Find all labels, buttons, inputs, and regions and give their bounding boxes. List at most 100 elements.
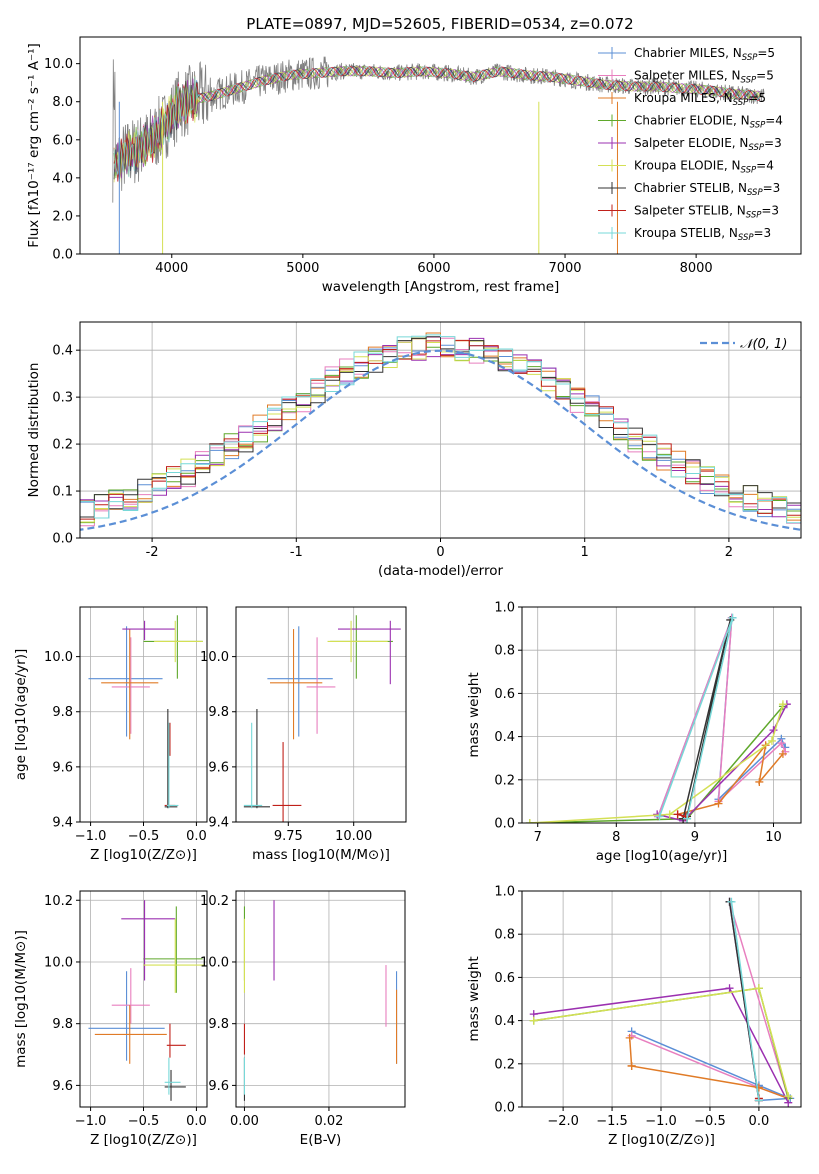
weight-point-marker (673, 810, 682, 819)
y-tick-label: 0.2 (494, 773, 515, 788)
plot-area (243, 900, 398, 1101)
plot-area (243, 615, 401, 822)
axes-frame (79, 606, 208, 823)
axes-frame (521, 606, 802, 824)
y-tick-label: 0.8 (494, 928, 515, 943)
y-tick-label: 2.0 (52, 209, 73, 224)
spectrum-legend: Chabrier MILES, NSSP=5 Salpeter MILES, NS… (598, 46, 783, 243)
y-axis-label: mass weight (466, 672, 482, 757)
x-tick-label: 0.0 (749, 1114, 770, 1129)
grid (80, 607, 207, 823)
weight-point-marker (767, 736, 776, 745)
weight-point-marker (714, 799, 723, 808)
y-tick-label: 9.6 (208, 760, 229, 775)
x-tick-label: -2 (146, 545, 159, 560)
weight-point-marker (755, 777, 764, 786)
mass-vs-ebv-panel: 0.00 0.02 9.6 9.8 10.0 10.2 E(B-V) (200, 890, 406, 1148)
y-tick-label: 0.8 (494, 644, 515, 659)
x-tick-label: 0 (436, 545, 444, 560)
y-axis-label: mass [log10(M/M⊙)] (13, 930, 29, 1068)
x-tick-label: −0.5 (128, 829, 160, 844)
y-tick-label: 0.0 (494, 1101, 515, 1116)
weight-point-marker (784, 1092, 793, 1101)
y-axis-label: mass weight (466, 956, 482, 1041)
y-tick-label: 9.8 (208, 1017, 229, 1032)
y-tick-label: 8.0 (52, 95, 73, 110)
weight-point-marker (725, 984, 734, 993)
x-tick-label: 9.75 (274, 829, 303, 844)
legend-label-6: Kroupa ELODIE, NSSP=4 (634, 159, 774, 176)
model-spectrum-7 (113, 66, 761, 180)
x-tick-label: 7000 (548, 261, 581, 276)
y-tick-label: 10.2 (200, 894, 229, 909)
y-tick-label: 10.0 (200, 955, 229, 970)
x-tick-label: −0.5 (128, 1114, 160, 1129)
weight-line-4 (529, 705, 784, 823)
legend-label-1: Chabrier MILES, NSSP=5 (634, 46, 775, 63)
y-tick-label: 0.2 (494, 1057, 515, 1072)
y-tick-label: 9.4 (208, 816, 229, 831)
x-tick-label: −2.0 (547, 1114, 579, 1129)
legend-label-5: Salpeter ELODIE, NSSP=3 (634, 136, 782, 153)
spectrum-panel: 4000 5000 6000 7000 8000 0.0 2.0 4.0 6.0 8.0 10.0 w… (26, 36, 802, 295)
weight-point-marker (525, 819, 534, 823)
x-tick-label: 0.0 (186, 829, 207, 844)
y-tick-label: 6.0 (52, 133, 73, 148)
y-tick-label: 0.4 (494, 1014, 515, 1029)
model-spectrum-9 (113, 66, 761, 178)
normal-reference-curve (80, 349, 801, 531)
weight-point-marker (683, 814, 692, 823)
mass-weight-vs-age-panel: 7 8 9 10 0.0 0.2 0.4 0.6 0.8 1.0 age [log10(age/yr… (466, 601, 802, 864)
y-tick-label: 4.0 (52, 171, 73, 186)
legend-label-8: Salpeter STELIB, NSSP=3 (634, 204, 779, 221)
y-tick-label: 0.0 (494, 817, 515, 832)
x-tick-label: 0.0 (186, 1114, 207, 1129)
weight-point-marker (625, 1033, 634, 1042)
figure-title: PLATE=0897, MJD=52605, FIBERID=0534, z=0… (246, 15, 633, 33)
y-tick-label: 9.8 (52, 705, 73, 720)
y-tick-label: 10.0 (44, 57, 73, 72)
x-tick-label: −1.5 (596, 1114, 628, 1129)
legend-label-2: Salpeter MILES, NSSP=5 (634, 69, 774, 86)
plot-area (88, 900, 205, 1101)
x-tick-label: 1 (581, 545, 589, 560)
axes-frame (79, 890, 208, 1108)
y-tick-label: 10.0 (200, 650, 229, 665)
x-tick-label: 0.00 (230, 1114, 259, 1129)
y-tick-label: 9.8 (208, 705, 229, 720)
weight-point-marker (778, 700, 787, 709)
weight-point-marker (529, 1016, 538, 1025)
mass-vs-metallicity-panel: −1.0 −0.5 0.0 9.6 9.8 10.0 10.2 Z [log10(Z/Z⊙)]… (13, 890, 208, 1148)
legend-normal-label: 𝒩(0, 1) (740, 337, 787, 352)
axes-frame (235, 890, 406, 1108)
x-axis-label: (data-model)/error (378, 563, 504, 579)
y-tick-label: 10.2 (44, 894, 73, 909)
residual-histogram-panel: -2 -1 0 1 2 0.0 0.1 0.2 0.3 0.4 (data-model)/error… (26, 321, 802, 579)
histogram-9 (80, 334, 801, 524)
y-tick-label: 0.2 (52, 438, 73, 453)
x-axis-label: Z [log10(Z/Z⊙)] (90, 847, 197, 863)
legend-label-4: Chabrier ELODIE, NSSP=4 (634, 114, 783, 131)
y-tick-label: 0.0 (52, 248, 73, 263)
x-tick-label: −1.0 (645, 1114, 677, 1129)
axes-frame (79, 36, 802, 255)
age-vs-mass-panel: 9.75 10.00 9.4 9.6 9.8 10.0 mass [log10(M/M⊙)] (200, 606, 407, 863)
grid (236, 891, 405, 1107)
mass-weight-vs-metallicity-panel: −2.0 −1.5 −1.0 −0.5 0.0 0.0 0.2 0.4 0.6 0.8 1.0 Z [… (466, 885, 802, 1148)
y-tick-label: 0.0 (52, 532, 73, 547)
plot-area (80, 332, 801, 531)
histogram-5 (80, 337, 801, 518)
y-tick-label: 1.0 (494, 601, 515, 616)
x-axis-label: E(B-V) (300, 1132, 342, 1148)
x-tick-label: 10 (765, 830, 782, 845)
grid (236, 607, 406, 823)
x-tick-label: 7 (534, 830, 542, 845)
histogram-8 (80, 339, 801, 520)
x-tick-label: 10.00 (335, 829, 372, 844)
x-axis-label: mass [log10(M/M⊙)] (252, 847, 390, 863)
weight-point-marker (727, 897, 736, 906)
grid (80, 891, 207, 1107)
weight-line-6 (529, 703, 784, 823)
axes-frame (521, 890, 802, 1108)
